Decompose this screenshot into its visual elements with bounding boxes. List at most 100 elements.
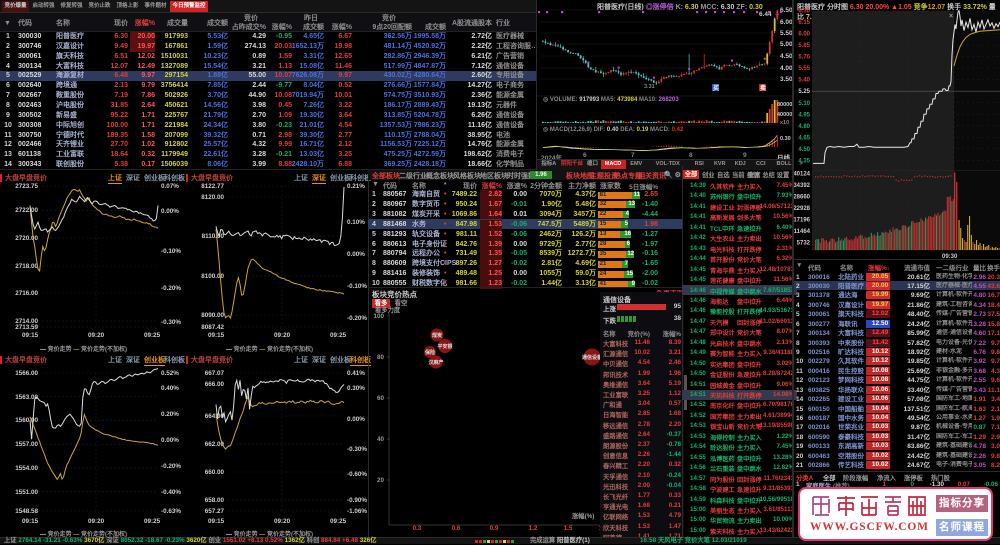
- svg-text:40000: 40000: [777, 112, 792, 118]
- svg-text:2723.75: 2723.75: [15, 183, 38, 190]
- svg-text:1560.00: 1560.00: [15, 417, 38, 424]
- svg-text:保险: 保险: [424, 349, 436, 356]
- svg-text:11464: 11464: [794, 229, 811, 235]
- svg-text:-0.40%: -0.40%: [161, 489, 181, 496]
- svg-text:0.00%: 0.00%: [347, 416, 365, 423]
- svg-text:5.10: 5.10: [798, 101, 810, 107]
- svg-text:8090.00: 8090.00: [201, 312, 224, 319]
- svg-text:1.5: 1.5: [564, 525, 573, 532]
- svg-text:6.15: 6.15: [798, 20, 810, 26]
- svg-text:40: 40: [377, 436, 385, 443]
- svg-text:0.30: 0.30: [780, 136, 791, 142]
- svg-text:2722.00: 2722.00: [15, 207, 38, 214]
- svg-text:-0.20%: -0.20%: [347, 315, 367, 322]
- svg-text:100: 100: [373, 313, 384, 320]
- svg-text:8120.00: 8120.00: [201, 194, 224, 201]
- svg-text:5.40: 5.40: [798, 78, 810, 84]
- svg-text:60: 60: [377, 395, 385, 402]
- svg-text:5.70: 5.70: [798, 55, 810, 61]
- svg-text:0.9: 0.9: [490, 525, 499, 532]
- svg-text:2716.00: 2716.00: [15, 290, 38, 297]
- svg-text:平安银: 平安银: [437, 343, 453, 350]
- svg-text:22928: 22928: [794, 206, 811, 212]
- svg-text:0.00%: 0.00%: [161, 208, 179, 215]
- svg-text:0.07%: 0.07%: [161, 183, 179, 190]
- svg-text:8122.77: 8122.77: [201, 183, 224, 190]
- svg-text:1.2: 1.2: [529, 525, 538, 532]
- svg-text:卖: 卖: [760, 84, 766, 92]
- svg-text:5.00: 5.00: [780, 41, 793, 48]
- svg-text:667.07: 667.07: [205, 370, 225, 377]
- svg-text:0.30%: 0.30%: [347, 385, 365, 392]
- svg-text:2718.00: 2718.00: [15, 263, 38, 270]
- svg-text:4.65: 4.65: [798, 135, 810, 141]
- svg-text:汉麻产: 汉麻产: [428, 359, 443, 366]
- svg-text:-0.90%: -0.90%: [347, 497, 367, 504]
- svg-text:-0.10%: -0.10%: [347, 283, 367, 290]
- svg-text:5.25: 5.25: [798, 89, 810, 95]
- svg-text:80: 80: [377, 354, 385, 361]
- svg-text:3.31: 3.31: [644, 84, 655, 90]
- svg-text:0.3: 0.3: [413, 525, 422, 532]
- svg-text:5.85: 5.85: [798, 43, 810, 49]
- svg-text:×: ×: [949, 13, 953, 20]
- svg-text:0.10%: 0.10%: [347, 219, 365, 226]
- svg-text:0.52%: 0.52%: [161, 370, 179, 377]
- svg-text:4.35: 4.35: [798, 158, 810, 164]
- svg-text:8087.42: 8087.42: [201, 324, 224, 331]
- svg-text:4.50: 4.50: [798, 147, 810, 153]
- svg-text:662.00: 662.00: [205, 441, 225, 448]
- svg-text:-0.60%: -0.60%: [347, 471, 367, 478]
- svg-text:-0.30%: -0.30%: [161, 319, 181, 326]
- svg-text:666.00: 666.00: [205, 381, 225, 388]
- svg-text:4.00: 4.00: [780, 65, 793, 72]
- svg-text:657.27: 657.27: [205, 508, 225, 515]
- svg-text:4.50: 4.50: [780, 53, 793, 60]
- svg-text:0.6: 0.6: [452, 525, 461, 532]
- svg-text:6.50: 6.50: [780, 7, 793, 14]
- svg-text:80000: 80000: [777, 102, 792, 108]
- svg-text:8100.00: 8100.00: [201, 273, 224, 280]
- svg-text:1554.00: 1554.00: [15, 465, 38, 472]
- svg-text:40124: 40124: [794, 172, 811, 178]
- svg-text:8110.00: 8110.00: [202, 233, 225, 240]
- svg-text:6.00: 6.00: [780, 19, 793, 26]
- svg-text:涨幅(%): 涨幅(%): [572, 511, 594, 520]
- svg-text:658.00: 658.00: [205, 497, 225, 504]
- svg-text:1566.00: 1566.00: [15, 370, 38, 377]
- svg-text:-0.10%: -0.10%: [161, 248, 181, 255]
- svg-text:通信设备: 通信设备: [582, 354, 603, 361]
- svg-text:5732: 5732: [797, 241, 811, 247]
- svg-text:0.40%: 0.40%: [161, 385, 179, 392]
- svg-text:◎ VOLUME: 917993 MA5: 473984 M: ◎ VOLUME: 917993 MA5: 473984 MA10: 26820…: [543, 97, 679, 103]
- svg-text:4.95: 4.95: [798, 112, 810, 118]
- svg-text:6.44 →: 6.44 →: [759, 11, 780, 18]
- svg-text:0.20%: 0.20%: [161, 411, 179, 418]
- svg-text:2714.00: 2714.00: [15, 318, 38, 325]
- svg-text:2713.59: 2713.59: [15, 324, 38, 331]
- svg-text:6.30: 6.30: [798, 9, 810, 15]
- svg-text:1557.00: 1557.00: [15, 441, 38, 448]
- svg-text:看多力度: 看多力度: [375, 305, 401, 314]
- svg-text:-1.06%: -1.06%: [347, 508, 367, 515]
- svg-text:1551.00: 1551.00: [15, 489, 38, 496]
- svg-text:6.00: 6.00: [798, 32, 810, 38]
- svg-text:2720.00: 2720.00: [15, 235, 38, 242]
- svg-text:20: 20: [377, 477, 385, 484]
- svg-text:0.21%: 0.21%: [347, 183, 365, 190]
- svg-text:-0.20%: -0.20%: [161, 285, 181, 292]
- svg-text:◎ MACD(12,26,9) DIF: 0.40 DEA:: ◎ MACD(12,26,9) DIF: 0.40 DEA: 0.19 MACD…: [543, 127, 684, 133]
- svg-text:买: 买: [713, 84, 719, 92]
- svg-text:5.55: 5.55: [798, 66, 810, 72]
- svg-text:664.00: 664.00: [205, 413, 225, 420]
- svg-text:0.41%: 0.41%: [347, 370, 365, 377]
- svg-text:-0.20%: -0.20%: [161, 463, 181, 470]
- svg-text:0.00%: 0.00%: [347, 251, 365, 258]
- svg-text:1563.00: 1563.00: [15, 394, 38, 401]
- svg-text:3.50: 3.50: [780, 76, 793, 83]
- svg-text:煤炭: 煤炭: [432, 332, 442, 339]
- svg-text:5.50: 5.50: [780, 30, 793, 37]
- svg-text:x10: x10: [780, 120, 789, 126]
- svg-text:0.00%: 0.00%: [161, 437, 179, 444]
- svg-text:-0.63%: -0.63%: [161, 508, 181, 515]
